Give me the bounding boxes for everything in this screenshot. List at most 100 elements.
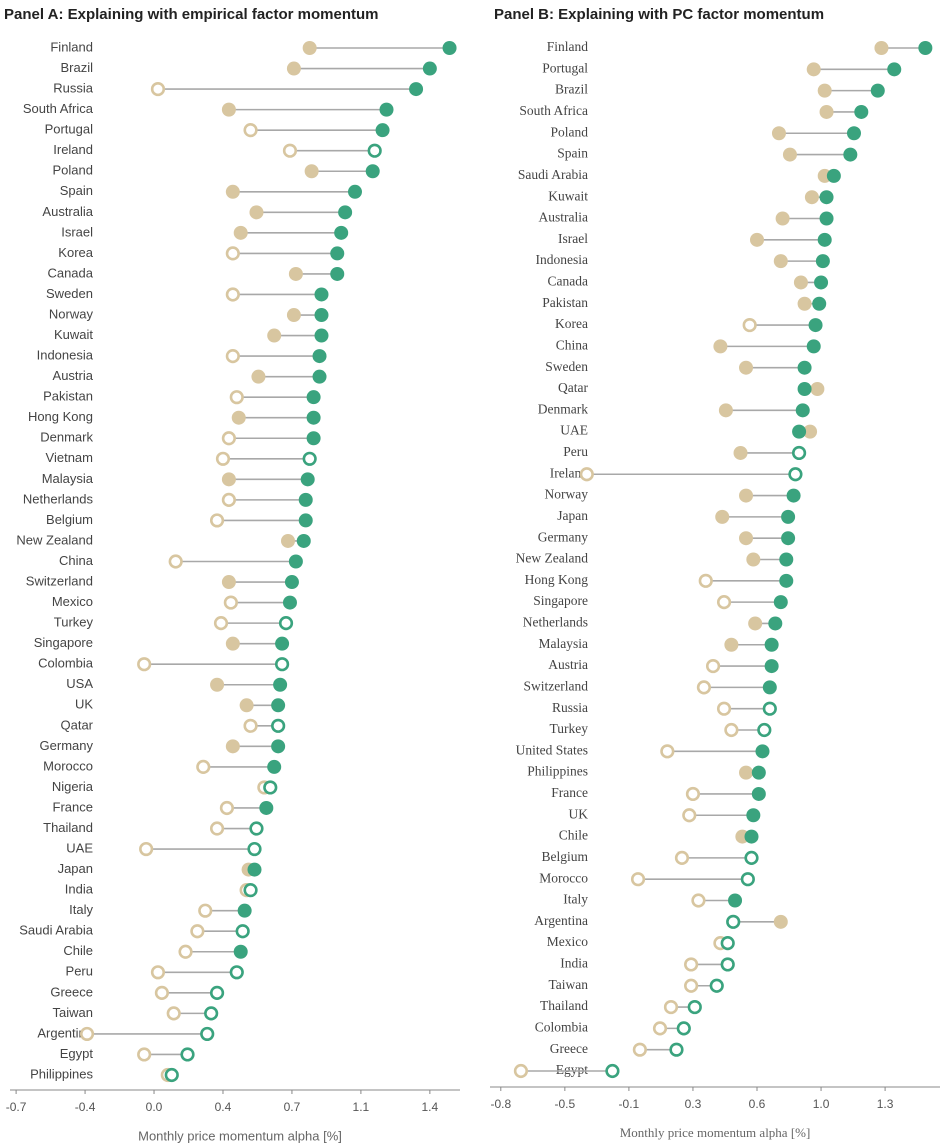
point: [808, 318, 823, 333]
point: [744, 850, 759, 865]
point: [306, 410, 321, 425]
category-label: Egypt: [556, 1062, 588, 1077]
category-label: Thailand: [43, 820, 93, 835]
category-label: United States: [516, 742, 588, 757]
point: [803, 424, 818, 439]
point: [746, 552, 761, 567]
point: [334, 225, 349, 240]
category-label: Belgium: [542, 849, 589, 864]
category-label: Ireland: [550, 465, 588, 480]
point: [251, 369, 266, 384]
point: [304, 164, 319, 179]
point: [630, 872, 646, 887]
point: [284, 575, 299, 590]
category-label: Finland: [547, 39, 589, 54]
category-label: Belgium: [46, 512, 93, 527]
point: [200, 1026, 215, 1042]
point: [768, 616, 783, 631]
category-label: Ireland: [53, 142, 93, 157]
category-label: Japan: [58, 861, 93, 876]
x-tick-label: 0.0: [146, 1100, 163, 1114]
point: [663, 999, 679, 1015]
x-axis-label: Monthly price momentum alpha [%]: [138, 1128, 342, 1143]
point: [739, 488, 754, 503]
point: [874, 41, 889, 55]
point: [274, 657, 290, 672]
category-label: Germany: [40, 738, 94, 753]
point: [718, 403, 733, 418]
point: [797, 360, 812, 375]
point: [793, 275, 808, 290]
point: [764, 637, 779, 652]
point: [267, 328, 282, 343]
point: [139, 841, 154, 857]
point: [298, 492, 313, 507]
point: [740, 872, 755, 887]
category-label: Peru: [563, 444, 588, 459]
category-label: Taiwan: [53, 1005, 93, 1020]
x-tick-label: 1.1: [353, 1100, 370, 1114]
x-tick-label: 1.3: [877, 1097, 894, 1111]
point: [781, 531, 796, 546]
point: [267, 759, 282, 774]
category-label: Turkey: [54, 615, 94, 630]
category-label: France: [551, 785, 588, 800]
x-tick-label: -0.8: [490, 1097, 511, 1111]
category-label: Brazil: [555, 82, 588, 97]
panel: Panel A: Explaining with empirical facto…: [4, 6, 460, 1143]
point: [229, 390, 244, 405]
category-label: Greece: [550, 1041, 588, 1056]
point: [259, 800, 274, 815]
category-label: Colombia: [38, 656, 94, 671]
category-label: Finland: [50, 39, 93, 54]
point: [676, 1021, 691, 1036]
point: [302, 41, 317, 55]
category-label: Canada: [548, 274, 588, 289]
point: [791, 445, 807, 461]
x-tick-label: 1.0: [813, 1097, 830, 1111]
point: [660, 744, 675, 759]
point: [306, 431, 321, 446]
point: [513, 1063, 529, 1079]
point: [751, 786, 766, 801]
category-label: Kuwait: [54, 327, 93, 342]
point: [330, 266, 345, 281]
category-label: UK: [569, 806, 589, 821]
point: [698, 573, 713, 588]
category-label: Spain: [557, 146, 588, 161]
x-tick-label: 0.4: [215, 1100, 232, 1114]
x-tick-label: -0.1: [619, 1097, 640, 1111]
point: [221, 431, 236, 446]
point: [797, 296, 812, 311]
category-label: Austria: [548, 657, 588, 672]
point: [306, 390, 321, 405]
point: [314, 287, 329, 302]
point: [198, 903, 213, 918]
point: [685, 786, 701, 802]
category-label: Hong Kong: [525, 572, 589, 587]
point: [178, 944, 193, 959]
category-label: Philippines: [30, 1066, 93, 1081]
category-label: Japan: [557, 508, 588, 523]
category-label: UK: [75, 697, 93, 712]
point: [682, 808, 697, 823]
point: [797, 382, 812, 396]
panel-title: Panel A: Explaining with empirical facto…: [4, 6, 379, 23]
category-label: Austria: [53, 368, 94, 383]
point: [775, 211, 790, 226]
category-label: Vietnam: [46, 450, 93, 465]
point: [154, 985, 170, 1000]
point: [751, 765, 766, 780]
point: [237, 903, 252, 918]
category-label: Peru: [66, 964, 93, 979]
category-label: Pakistan: [542, 295, 588, 310]
category-label: Kuwait: [548, 188, 588, 203]
category-label: Denmark: [538, 401, 588, 416]
point: [263, 780, 278, 795]
point: [788, 467, 803, 482]
point: [779, 552, 794, 567]
category-label: Portugal: [45, 122, 94, 137]
category-label: UAE: [560, 423, 588, 438]
point: [233, 225, 248, 240]
point: [330, 246, 345, 261]
